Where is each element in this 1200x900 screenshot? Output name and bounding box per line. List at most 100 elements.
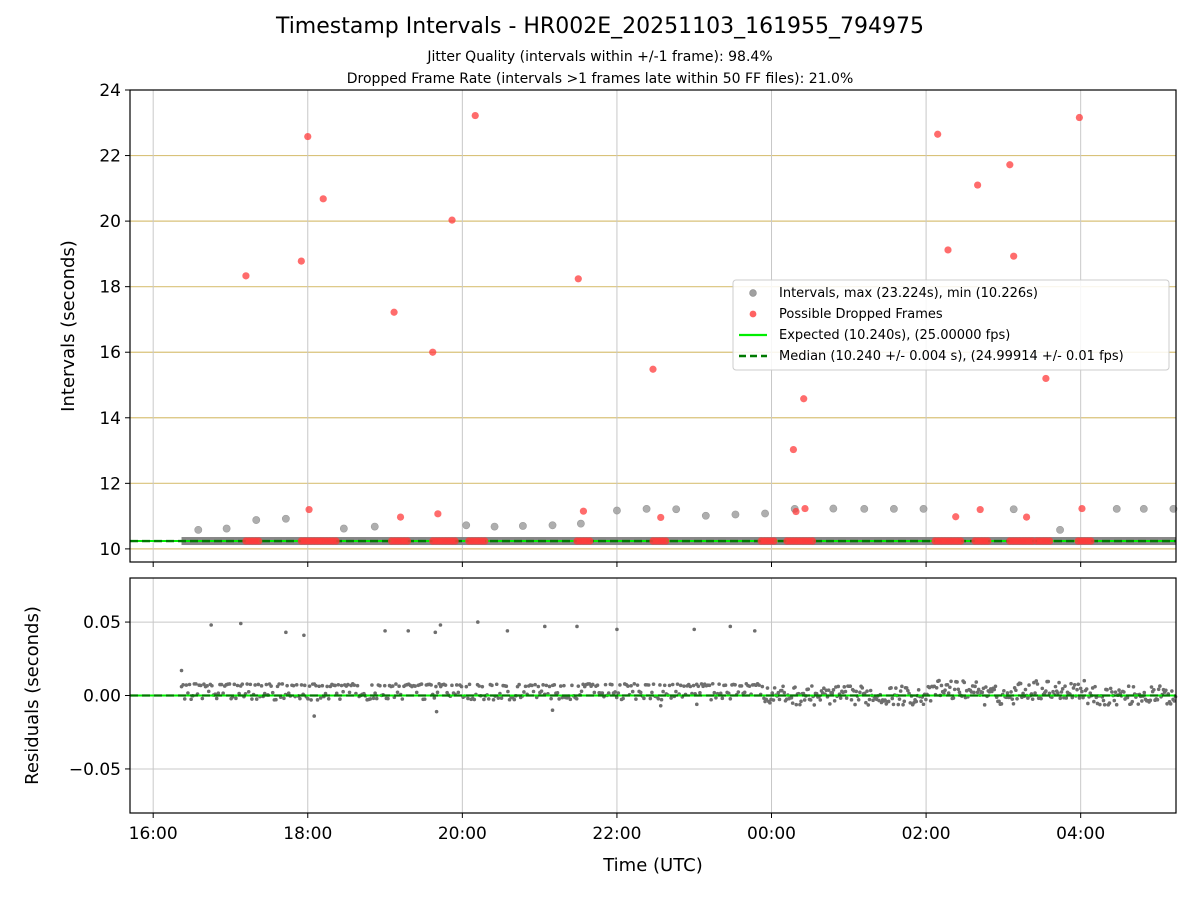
residual-point	[1126, 684, 1131, 689]
residual-point	[512, 697, 517, 702]
residual-point	[534, 695, 539, 700]
interval-point	[222, 524, 231, 533]
residual-point	[206, 689, 211, 694]
residual-point	[646, 683, 651, 687]
residual-point	[1084, 687, 1089, 691]
residual-point	[1102, 702, 1107, 707]
residual-point	[221, 691, 225, 695]
residual-outlier-point	[238, 621, 243, 626]
interval-point	[919, 504, 928, 513]
residual-point	[662, 683, 667, 688]
residual-point	[1113, 690, 1118, 694]
residual-point	[592, 690, 597, 695]
dropped-frame-point	[304, 132, 312, 141]
residual-point	[1027, 683, 1031, 687]
residual-point	[718, 691, 723, 696]
dropped-frame-cluster-point	[1087, 537, 1095, 545]
x-tick-label: 16:00	[129, 824, 178, 844]
residual-point	[691, 683, 696, 688]
dropped-frame-point	[934, 130, 942, 138]
residual-point	[544, 683, 549, 688]
residual-point	[595, 683, 600, 688]
residual-point	[250, 697, 254, 701]
residual-point	[1035, 682, 1040, 686]
residual-point	[240, 682, 245, 686]
residual-point	[634, 697, 638, 701]
dropped-frame-point	[649, 365, 657, 373]
residual-point	[382, 683, 387, 688]
residual-point	[808, 698, 813, 702]
residual-point	[616, 691, 621, 695]
residual-outlier-point	[728, 624, 733, 629]
residual-point	[904, 686, 909, 690]
residual-point	[1075, 687, 1079, 692]
residual-outlier-point	[433, 630, 438, 635]
residual-point	[530, 683, 534, 688]
residual-point	[973, 684, 977, 689]
residual-point	[568, 697, 573, 702]
dropped-frame-cluster-point	[808, 537, 817, 545]
dropped-frame-point	[434, 510, 442, 518]
residual-point	[972, 690, 976, 695]
residual-point	[496, 696, 501, 700]
chart-subtitle-jitter: Jitter Quality (intervals within +/-1 fr…	[427, 49, 773, 65]
residual-point	[614, 695, 619, 700]
legend-label: Expected (10.240s), (25.00000 fps)	[779, 328, 1010, 343]
dropped-frame-cluster-point	[586, 537, 594, 545]
residual-point	[900, 684, 904, 689]
interval-point	[889, 504, 898, 513]
residual-point	[896, 702, 901, 707]
residual-point	[1014, 688, 1018, 693]
residual-point	[1107, 701, 1112, 705]
residual-point	[450, 683, 454, 688]
residual-point	[733, 682, 737, 687]
legend-box	[732, 279, 1170, 371]
residual-point	[747, 684, 752, 688]
interval-point	[613, 506, 621, 515]
dropped-frame-cluster-point	[957, 537, 965, 545]
residual-point	[1108, 686, 1113, 691]
residual-point	[298, 696, 302, 701]
residual-point	[378, 683, 382, 688]
residual-point	[902, 699, 907, 704]
residual-point	[210, 683, 214, 688]
residual-point	[707, 683, 712, 688]
residual-point	[325, 684, 329, 689]
residual-point	[669, 696, 673, 700]
residual-outlier-point	[438, 623, 443, 627]
residual-point	[862, 691, 867, 696]
residual-point	[618, 683, 622, 687]
dropped-frame-point	[429, 348, 437, 356]
residual-point	[776, 690, 781, 695]
residual-point	[1011, 702, 1016, 706]
residual-point	[921, 702, 926, 707]
residual-point	[499, 696, 504, 700]
residual-outlier-point	[284, 630, 288, 635]
x-tick-label: 04:00	[1056, 824, 1105, 844]
residual-point	[1058, 696, 1063, 701]
residual-point	[504, 684, 509, 688]
residual-point	[864, 700, 868, 705]
residual-point	[1156, 687, 1161, 692]
residual-point	[317, 684, 321, 689]
residual-point	[980, 690, 985, 695]
residual-point	[254, 697, 259, 701]
residual-point	[414, 690, 419, 695]
interval-point	[490, 522, 499, 531]
residual-point	[576, 684, 581, 688]
residual-point	[189, 697, 193, 702]
residual-point	[467, 682, 472, 687]
residual-point	[919, 699, 923, 704]
residual-point	[698, 690, 702, 695]
residual-point	[490, 683, 494, 688]
residual-point	[429, 683, 433, 687]
residual-point	[400, 697, 405, 701]
residual-point	[914, 699, 919, 704]
residual-point	[613, 690, 617, 694]
residual-point	[309, 698, 313, 702]
x-tick-label: 22:00	[592, 824, 641, 844]
residual-point	[1101, 698, 1106, 703]
chart-title: Timestamp Intervals - HR002E_20251103_16…	[275, 14, 925, 39]
residual-point	[270, 690, 275, 695]
